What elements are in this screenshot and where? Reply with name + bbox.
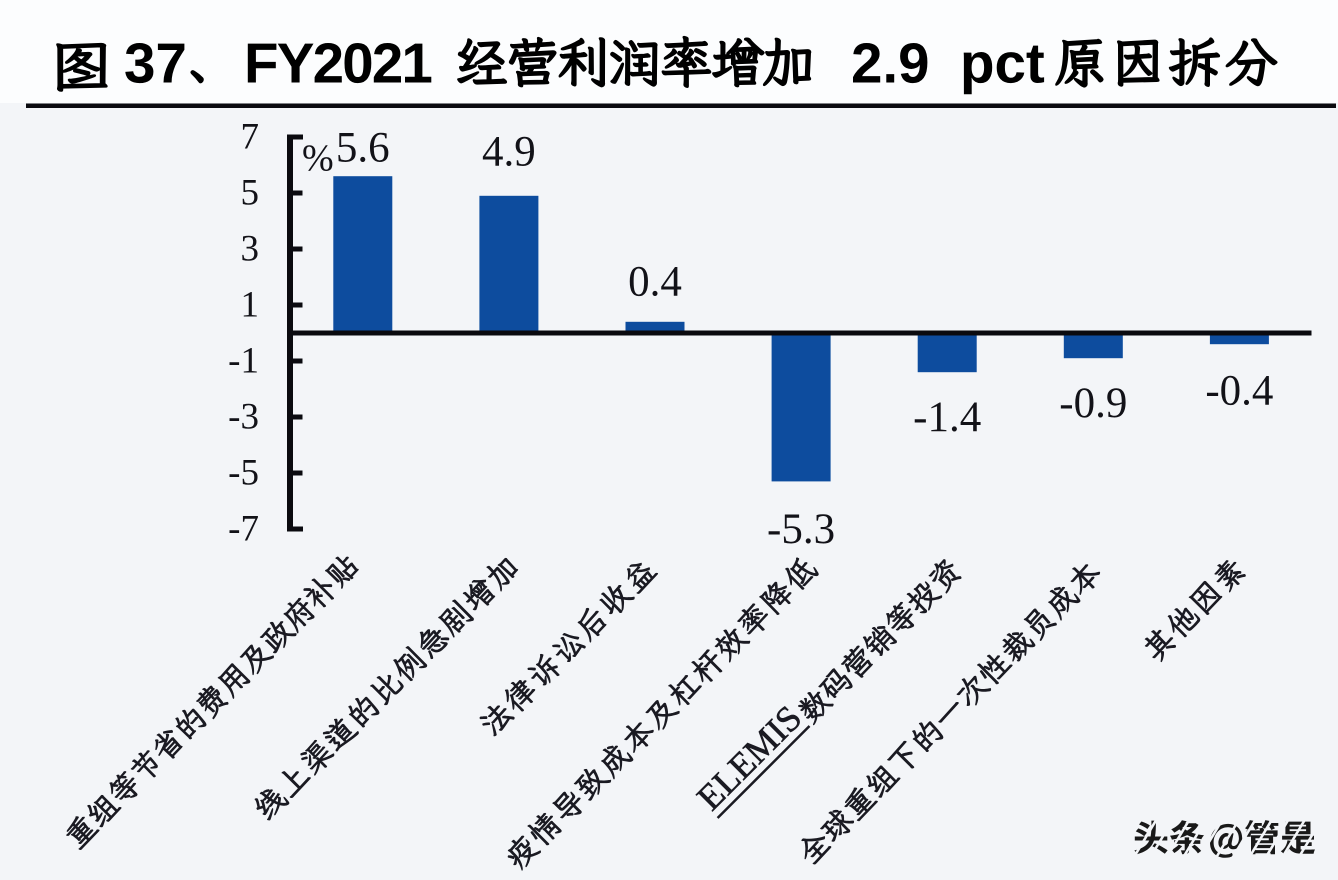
svg-text:-0.4: -0.4 [1205, 368, 1273, 415]
svg-text:0.4: 0.4 [628, 259, 682, 306]
svg-text:-5: -5 [228, 453, 259, 494]
svg-text:5: 5 [241, 173, 260, 214]
svg-text:-0.9: -0.9 [1059, 380, 1127, 427]
svg-text:-3: -3 [228, 397, 259, 438]
svg-text:-5.3: -5.3 [767, 506, 835, 553]
svg-text:7: 7 [241, 117, 260, 158]
svg-text:4.9: 4.9 [482, 129, 536, 176]
svg-text:5.6: 5.6 [336, 125, 390, 172]
svg-text:1: 1 [241, 285, 260, 326]
svg-text:-7: -7 [228, 509, 259, 550]
svg-text:3: 3 [241, 229, 260, 270]
svg-text:%: % [302, 138, 334, 180]
svg-text:-1: -1 [228, 341, 259, 382]
svg-text:-1.4: -1.4 [913, 394, 981, 441]
